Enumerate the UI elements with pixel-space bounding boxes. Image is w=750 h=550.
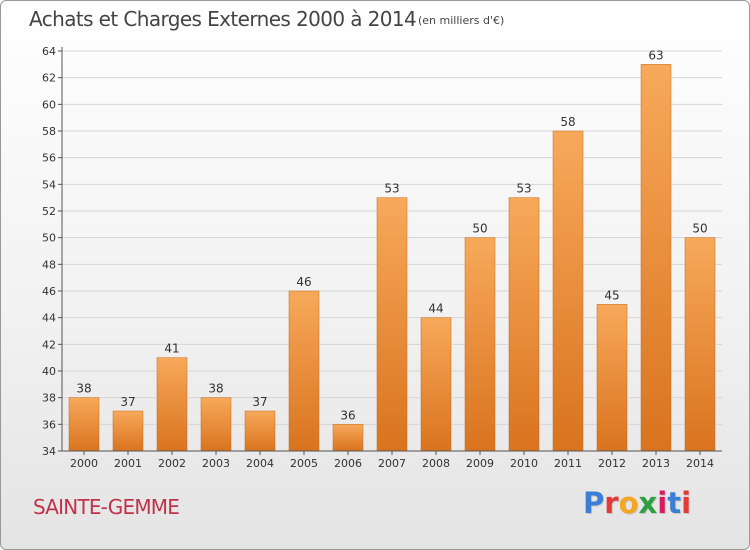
y-tick-label: 38 xyxy=(42,392,56,405)
bar-value-label: 36 xyxy=(340,408,355,422)
y-tick-label: 52 xyxy=(42,205,56,218)
x-tick-label: 2006 xyxy=(334,457,362,470)
axes xyxy=(58,47,722,455)
x-tick-label: 2012 xyxy=(598,457,626,470)
x-tick-label: 2000 xyxy=(70,457,98,470)
bars xyxy=(68,64,716,452)
bar xyxy=(508,197,540,452)
bar-value-label: 58 xyxy=(560,115,575,129)
bar-value-label: 37 xyxy=(120,395,135,409)
logo-letter: r xyxy=(604,486,619,520)
x-tick-label: 2001 xyxy=(114,457,142,470)
bar-value-label: 37 xyxy=(252,395,267,409)
y-tick-label: 54 xyxy=(42,178,56,191)
y-tick-label: 40 xyxy=(42,365,56,378)
bar xyxy=(288,290,320,452)
logo-letter: x xyxy=(638,486,658,520)
x-tick-label: 2005 xyxy=(290,457,318,470)
bar-value-label: 53 xyxy=(516,182,531,196)
bar xyxy=(200,397,232,452)
chart-subtitle: (en milliers d'€) xyxy=(418,14,505,27)
y-tick-label: 64 xyxy=(42,45,56,58)
x-tick-label: 2008 xyxy=(422,457,450,470)
y-tick-label: 60 xyxy=(42,98,56,111)
bar xyxy=(552,130,584,452)
bar-value-label: 50 xyxy=(692,222,707,236)
logo-letter: o xyxy=(618,486,639,520)
bar-value-label: 53 xyxy=(384,182,399,196)
bar xyxy=(156,357,188,452)
bar-value-label: 63 xyxy=(648,48,663,62)
bar xyxy=(640,64,672,452)
y-tick-label: 46 xyxy=(42,285,56,298)
bar xyxy=(332,424,364,452)
y-tick-label: 56 xyxy=(42,152,56,165)
bar-value-label: 44 xyxy=(428,302,443,316)
bar-value-label: 41 xyxy=(164,342,179,356)
x-tick-label: 2013 xyxy=(642,457,670,470)
x-tick-label: 2010 xyxy=(510,457,538,470)
bar-value-label: 46 xyxy=(296,275,311,289)
x-tick-label: 2007 xyxy=(378,457,406,470)
x-tick-label: 2014 xyxy=(686,457,714,470)
bar xyxy=(596,304,628,452)
bar-value-label: 38 xyxy=(76,382,91,396)
x-tick-label: 2009 xyxy=(466,457,494,470)
y-tick-label: 36 xyxy=(42,418,56,431)
logo-letter: i xyxy=(681,486,692,520)
bar xyxy=(244,410,276,452)
x-tick-label: 2011 xyxy=(554,457,582,470)
bar xyxy=(68,397,100,452)
bar xyxy=(376,197,408,452)
x-tick-label: 2004 xyxy=(246,457,274,470)
y-tick-label: 62 xyxy=(42,72,56,85)
bar xyxy=(112,410,144,452)
bar-value-label: 50 xyxy=(472,222,487,236)
x-tick-label: 2002 xyxy=(158,457,186,470)
chart-title: Achats et Charges Externes 2000 à 2014 xyxy=(29,7,417,31)
labels: 34 36 38 40 42 44 46 48 50 52 54 56 58 60 62 64 38 2000 37… xyxy=(42,45,714,470)
bar xyxy=(464,237,496,452)
logo-letter: t xyxy=(667,486,682,520)
x-tick-label: 2003 xyxy=(202,457,230,470)
logo-letter: P xyxy=(583,486,605,520)
y-tick-label: 50 xyxy=(42,232,56,245)
y-tick-label: 58 xyxy=(42,125,56,138)
bar-value-label: 45 xyxy=(604,288,619,302)
bar xyxy=(684,237,716,452)
commune-name: SAINTE-GEMME xyxy=(33,495,180,519)
bar xyxy=(420,317,452,452)
y-tick-label: 34 xyxy=(42,445,56,458)
proxiti-logo: Proxiti xyxy=(583,486,691,520)
y-tick-label: 44 xyxy=(42,312,56,325)
logo-letter: i xyxy=(657,486,668,520)
y-tick-label: 48 xyxy=(42,258,56,271)
bar-value-label: 38 xyxy=(208,382,223,396)
y-tick-label: 42 xyxy=(42,338,56,351)
